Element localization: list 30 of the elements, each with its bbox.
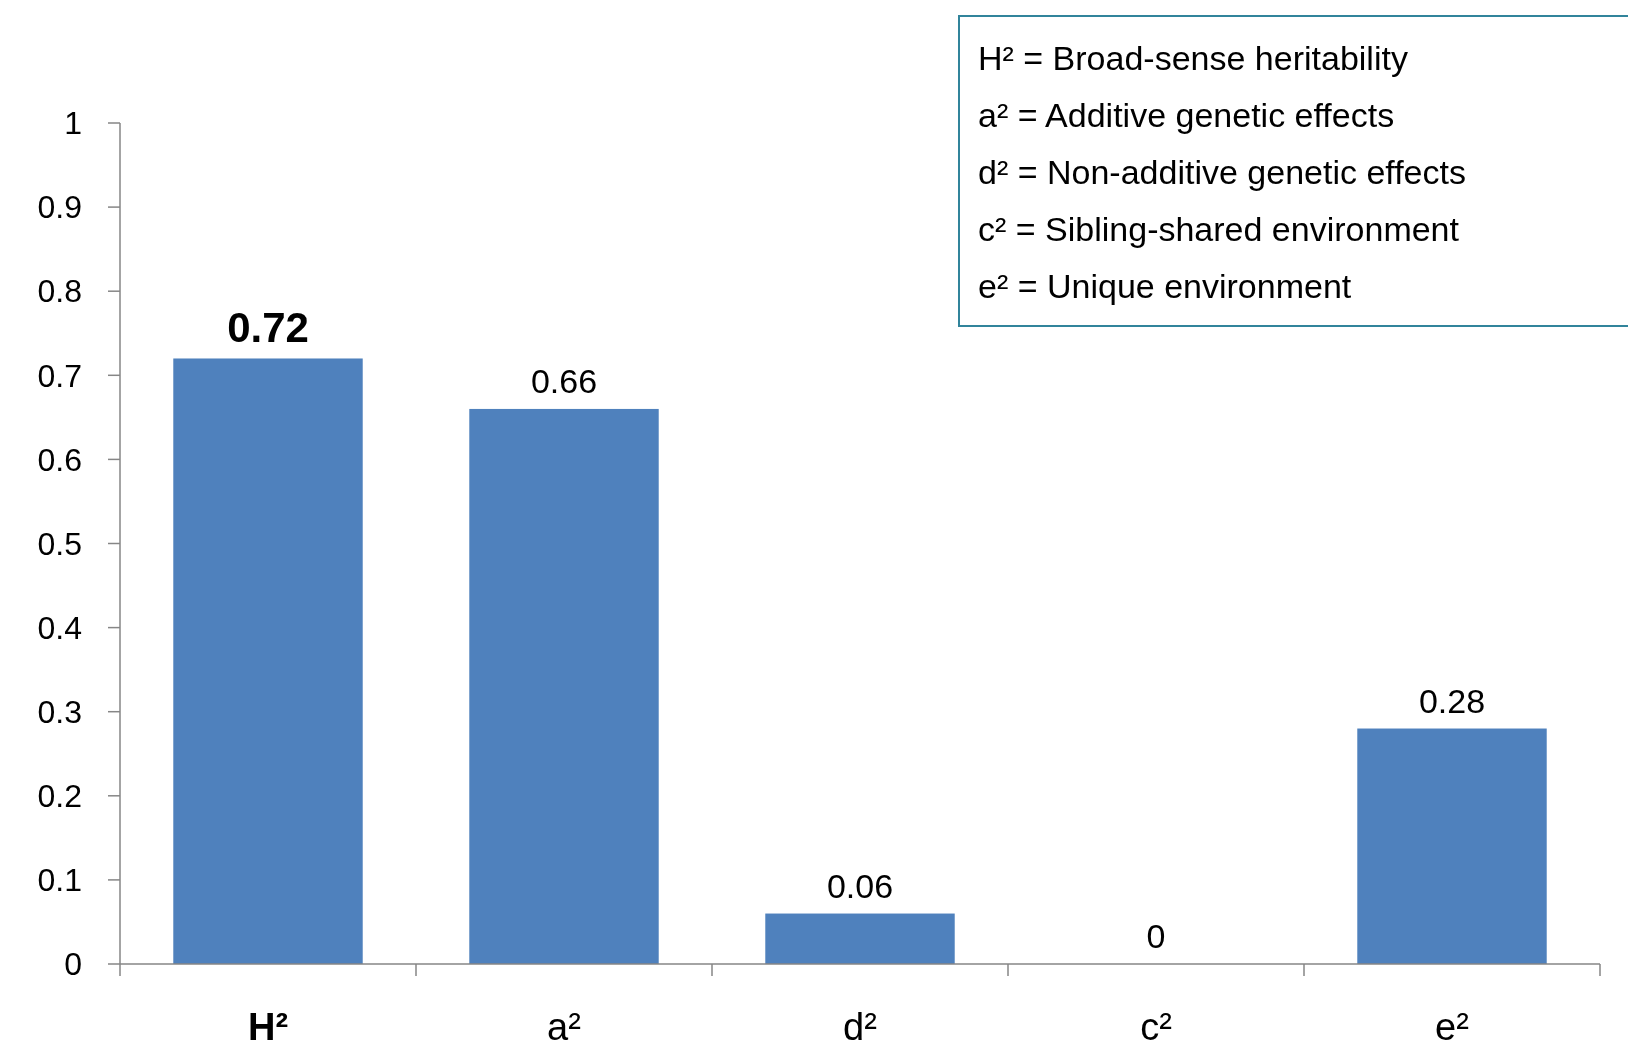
bar <box>1357 728 1547 964</box>
data-label: 0.72 <box>227 304 309 352</box>
y-tick-label: 0.3 <box>37 693 82 730</box>
annotation: a² = Additive genetic effects <box>978 96 1395 134</box>
y-tick-label: 1 <box>64 105 82 142</box>
text: H² = Broad-sense heritability <box>978 39 1408 77</box>
y-tick-label: 0.5 <box>37 525 82 562</box>
y-tick-label: 0 <box>64 946 82 983</box>
data-label: 0.06 <box>826 866 894 905</box>
x-tick-label: e² <box>1435 1006 1469 1048</box>
annotation: d² = Non-additive genetic effects <box>978 153 1466 191</box>
x-tick-label: d² <box>843 1006 877 1048</box>
bar <box>765 913 955 964</box>
y-tick-label: 0.8 <box>37 273 82 310</box>
annotation: e² = Unique environment <box>978 267 1352 305</box>
y-tick-label: 0.1 <box>37 862 82 899</box>
annotation: c² = Sibling-shared environment <box>978 210 1460 248</box>
data-label: 0 <box>1146 917 1166 955</box>
x-tick-label: c² <box>1140 1006 1172 1048</box>
data-label: 0.28 <box>1418 681 1486 720</box>
x-tick-label: H² <box>247 1006 289 1048</box>
y-tick-label: 0.7 <box>37 357 82 394</box>
x-tick-label: a² <box>547 1006 581 1048</box>
y-tick-label: 0.2 <box>37 778 82 814</box>
data-label: 0.66 <box>530 361 598 400</box>
y-tick-label: 0.9 <box>37 189 82 226</box>
bar <box>469 408 659 964</box>
y-tick-label: 0.4 <box>37 609 82 646</box>
y-tick-label: 0.6 <box>37 441 82 478</box>
bar <box>173 358 363 964</box>
